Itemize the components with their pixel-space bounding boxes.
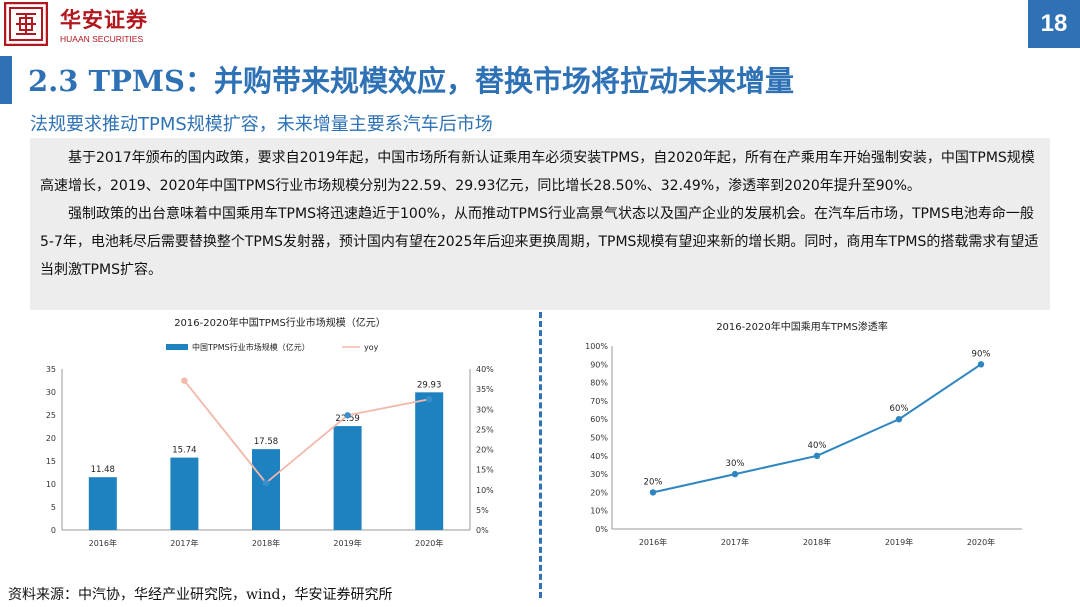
chart1-yoy-point: [181, 377, 188, 384]
chart1-y-tick: 10: [46, 480, 56, 489]
chart2-y-tick: 30%: [590, 470, 608, 479]
chart1-y2-tick: 5%: [476, 506, 489, 515]
page-number: 18: [1028, 0, 1080, 48]
chart2-y-tick: 80%: [590, 379, 608, 388]
chart2-y-tick: 70%: [590, 397, 608, 406]
chart1-y2-tick: 35%: [476, 385, 494, 394]
chart1-x-tick: 2018年: [252, 538, 280, 548]
page-subtitle: 法规要求推动TPMS规模扩容，未来增量主要系汽车后市场: [30, 114, 493, 135]
chart1-bar: [252, 449, 280, 530]
title-accent-bar: [0, 56, 12, 104]
chart1-legend-bar-swatch: [166, 344, 188, 350]
chart2-point: [649, 489, 657, 496]
seal-logo-icon: [4, 2, 48, 46]
source-footer: 资料来源：中汽协，华经产业研究院，wind，华安证券研究所: [8, 587, 393, 603]
chart2-x-tick: 2016年: [639, 537, 667, 547]
chart1-yoy-line: [183, 380, 430, 485]
paragraph-1: 基于2017年颁布的国内政策，要求自2019年起，中国市场所有新认证乘用车必须安…: [40, 150, 1035, 194]
penetration-rate-chart: 2016-2020年中国乘用车TPMS渗透率 0% 10% 20% 30% 40% 50%…: [585, 320, 1022, 547]
company-logo: 华安证券 HUAAN SECURITIES: [4, 2, 154, 48]
chart1-bar-label: 29.93: [417, 380, 441, 390]
chart2-title: 2016-2020年中国乘用车TPMS渗透率: [716, 320, 888, 333]
chart1-bar-label: 17.58: [254, 437, 278, 447]
chart1-y2-tick: 15%: [476, 466, 494, 475]
chart2-y-tick: 100%: [585, 342, 608, 351]
chart1-x-tick: 2016年: [89, 538, 117, 548]
chart1-yoy-point: [344, 412, 351, 419]
chart1-bar-label: 15.74: [172, 446, 196, 456]
chart2-y-tick: 90%: [590, 360, 608, 369]
chart2-point-label: 90%: [972, 349, 991, 359]
page-title: 2.3 TPMS：并购带来规模效应，替换市场将拉动未来增量: [28, 64, 794, 98]
chart1-x-tick: 2019年: [333, 538, 361, 548]
chart1-y-tick: 0: [51, 526, 56, 535]
chart1-title: 2016-2020年中国TPMS行业市场规模（亿元）: [174, 316, 386, 329]
chart2-point: [813, 452, 821, 459]
chart1-y-tick: 20: [46, 434, 56, 443]
chart2-x-tick: 2020年: [967, 537, 995, 547]
chart2-point: [977, 361, 985, 368]
chart1-yoy-point: [262, 479, 270, 487]
chart2-y-tick: 20%: [590, 488, 608, 497]
chart1-y2-tick: 0%: [476, 526, 489, 535]
chart2-point-label: 30%: [726, 459, 745, 469]
chart1-bar-label: 11.48: [91, 465, 115, 475]
chart1-y-tick: 25: [46, 411, 56, 420]
market-size-chart: 2016-2020年中国TPMS行业市场规模（亿元） 中国TPMS行业市场规模（…: [46, 316, 494, 548]
body-text-box: 基于2017年颁布的国内政策，要求自2019年起，中国市场所有新认证乘用车必须安…: [30, 138, 1050, 310]
chart2-point-label: 60%: [890, 404, 909, 414]
chart2-point: [895, 416, 903, 423]
chart2-x-tick: 2018年: [803, 537, 831, 547]
chart2-point-label: 20%: [644, 477, 663, 487]
chart2-y-tick: 60%: [590, 415, 608, 424]
chart1-y-tick: 15: [46, 457, 56, 466]
chart1-y2-tick: 40%: [476, 365, 494, 374]
chart1-y-tick: 35: [46, 365, 56, 374]
paragraph-2: 强制政策的出台意味着中国乘用车TPMS将迅速趋近于100%，从而推动TPMS行业…: [40, 206, 1039, 278]
chart-divider: [539, 312, 542, 598]
chart1-y2-tick: 25%: [476, 425, 494, 434]
chart2-y-tick: 10%: [590, 507, 608, 516]
chart1-y-tick: 5: [51, 503, 56, 512]
chart1-legend-bar: 中国TPMS行业市场规模（亿元）: [192, 342, 310, 352]
chart2-x-tick: 2019年: [885, 537, 913, 547]
chart2-y-tick: 0%: [595, 525, 608, 534]
chart2-line: [652, 363, 982, 494]
chart1-bar-label: 22.59: [335, 414, 359, 424]
chart1-y2-tick: 20%: [476, 446, 494, 455]
chart1-bar: [415, 392, 444, 530]
logo-en-text: HUAAN SECURITIES: [60, 34, 144, 44]
chart2-point: [731, 470, 739, 478]
chart1-x-tick: 2020年: [415, 538, 443, 548]
chart1-y2-tick: 30%: [476, 405, 494, 414]
chart1-bar: [333, 426, 362, 530]
chart1-yoy-point: [426, 396, 433, 403]
chart1-legend-yoy: yoy: [364, 343, 379, 352]
chart1-y-tick: 30: [46, 388, 56, 397]
chart2-y-tick: 40%: [590, 452, 608, 461]
chart1-y2-tick: 10%: [476, 486, 494, 495]
chart2-point-label: 40%: [808, 441, 827, 451]
chart2-x-tick: 2017年: [721, 537, 749, 547]
chart2-y-tick: 50%: [590, 434, 608, 443]
chart1-x-tick: 2017年: [170, 538, 198, 548]
logo-cn-text: 华安证券: [60, 7, 148, 32]
chart1-bar: [88, 477, 117, 530]
chart1-bar: [170, 457, 199, 530]
